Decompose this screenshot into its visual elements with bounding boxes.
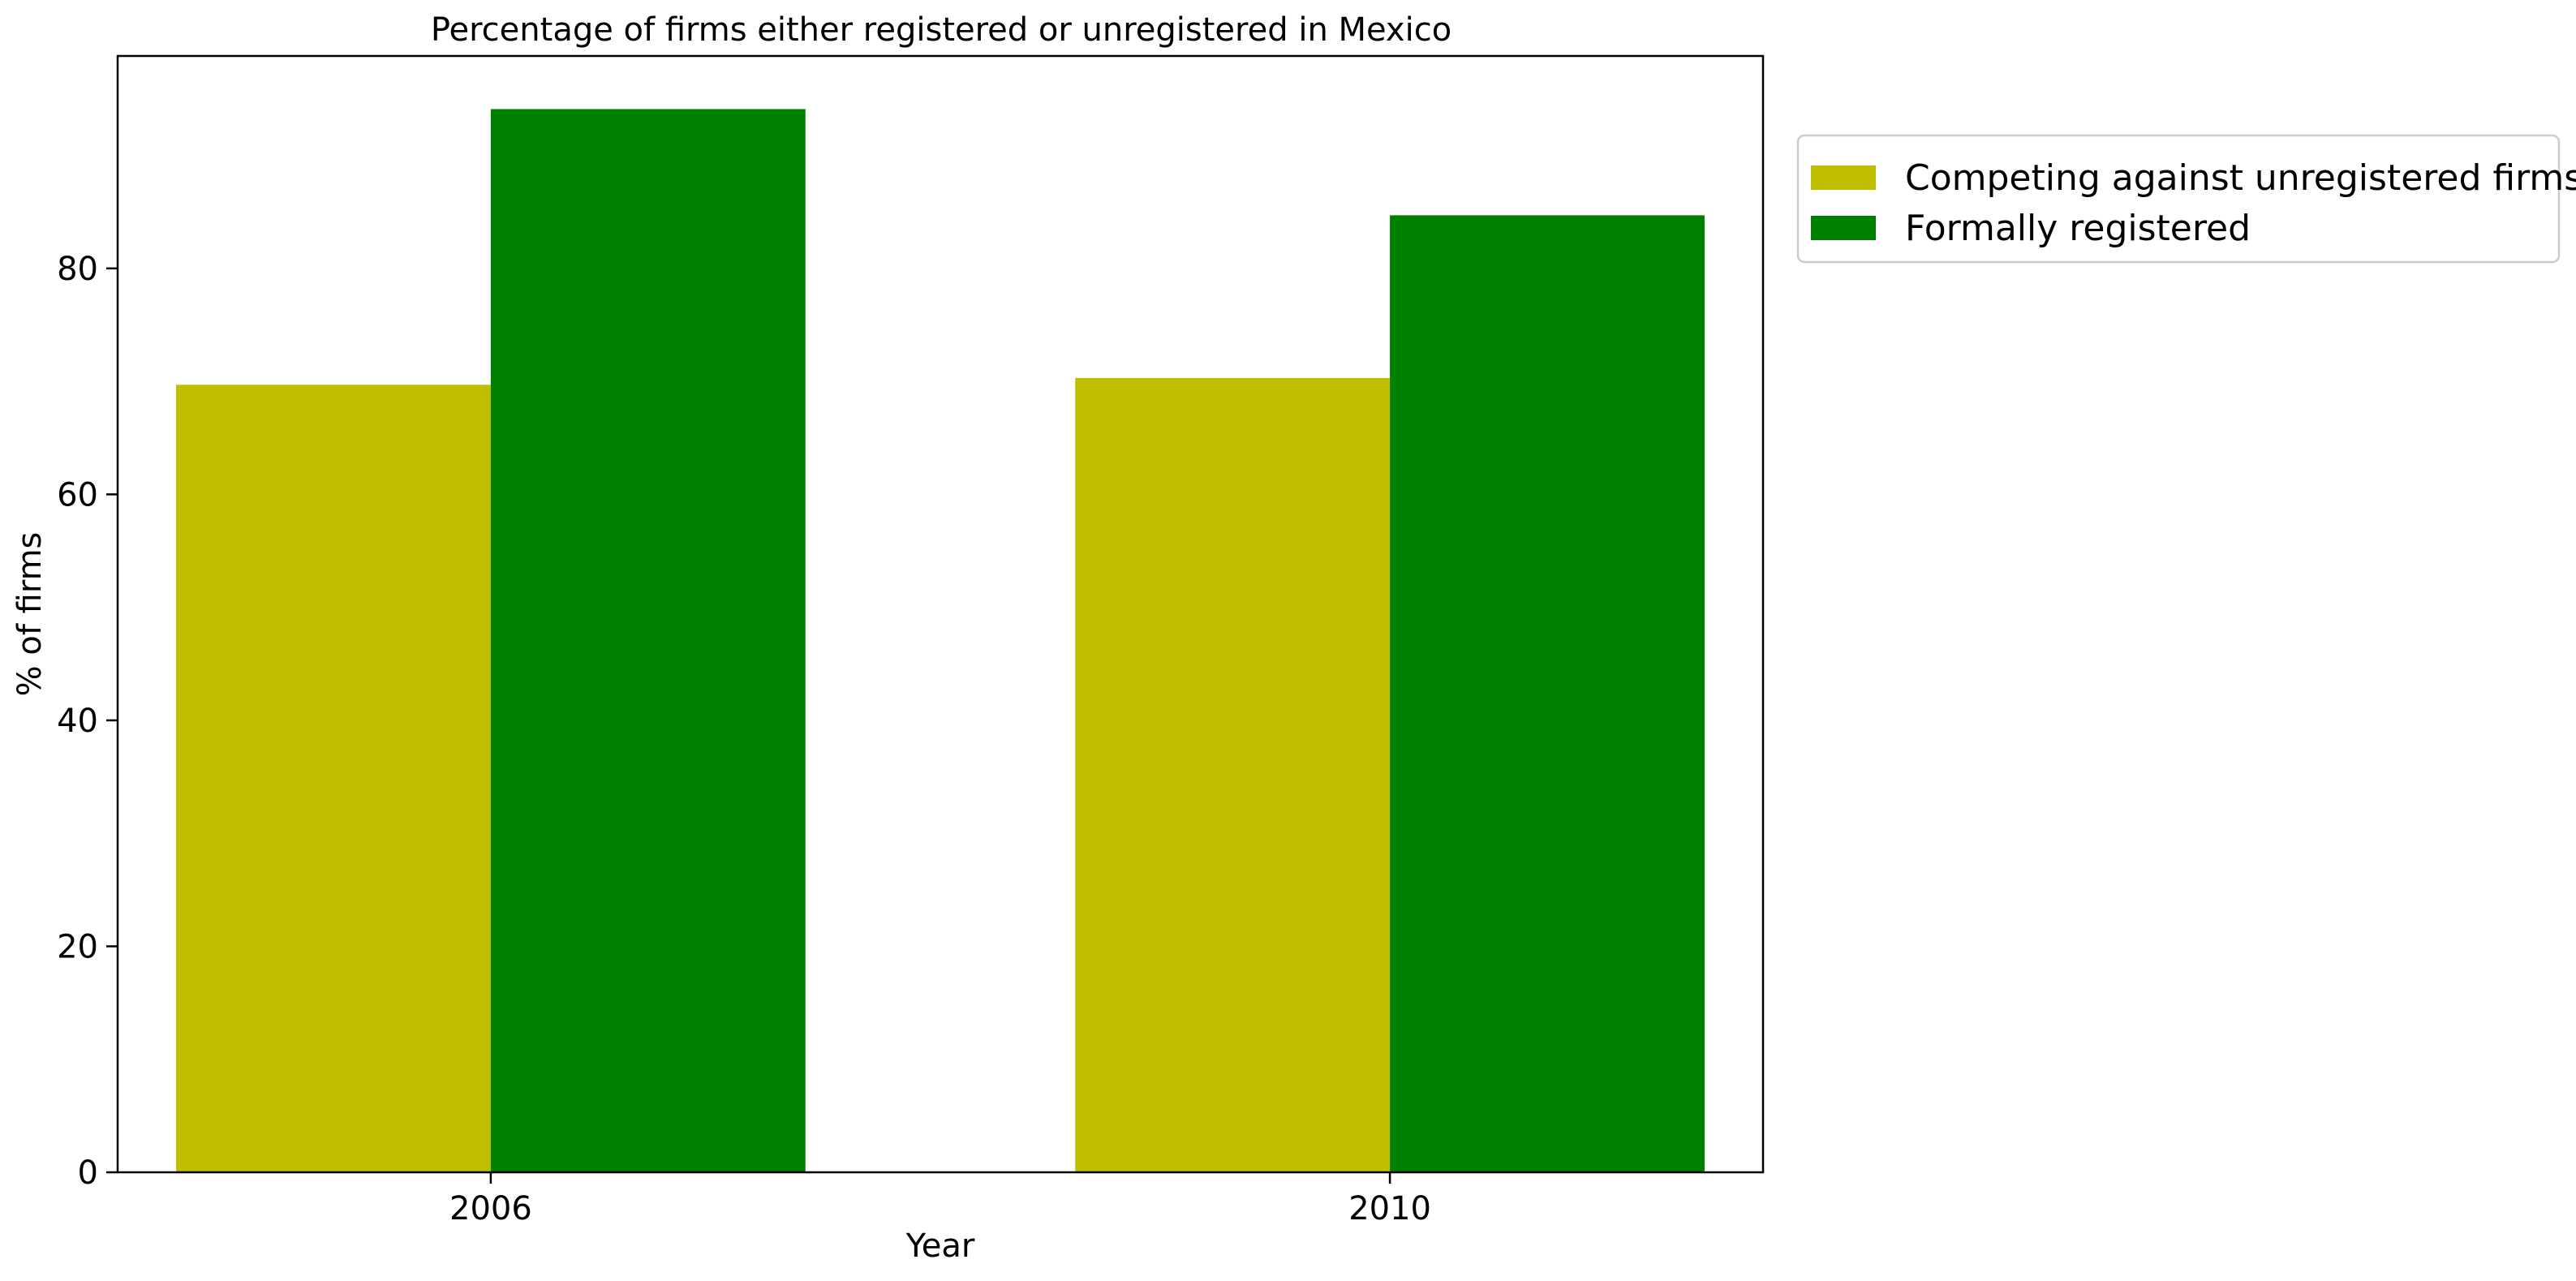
plot-frame [116,54,1765,1174]
legend-label-1: Formally registered [1905,208,2251,249]
legend-frame [1796,134,2561,264]
y-tick-label: 80 [57,251,98,288]
x-axis: 2006 2010 [449,1172,1431,1227]
y-axis: 0 20 40 60 80 [57,251,118,1192]
y-tick-label: 40 [57,703,98,740]
legend: Competing against unregistered firms Form… [1796,134,2576,264]
bar-2006-series-1 [490,109,806,1172]
x-tick-label: 2010 [1348,1190,1431,1227]
bar-2010-series-1 [1390,215,1705,1173]
y-tick-label: 0 [78,1154,98,1192]
legend-label-0: Competing against unregistered firms [1905,157,2576,199]
legend-swatch-1 [1811,216,1876,240]
x-axis-label: Year [905,1227,975,1265]
bars-group [176,109,1705,1173]
y-axis-label: % of firms [11,532,49,697]
chart-title: Percentage of firms either registered or… [431,11,1451,49]
bar-2006-series-0 [176,385,491,1172]
y-tick-label: 60 [57,476,98,514]
y-tick-label: 20 [57,928,98,965]
bar-2010-series-0 [1075,377,1391,1172]
x-tick-label: 2006 [449,1190,532,1227]
legend-swatch-0 [1811,165,1876,190]
